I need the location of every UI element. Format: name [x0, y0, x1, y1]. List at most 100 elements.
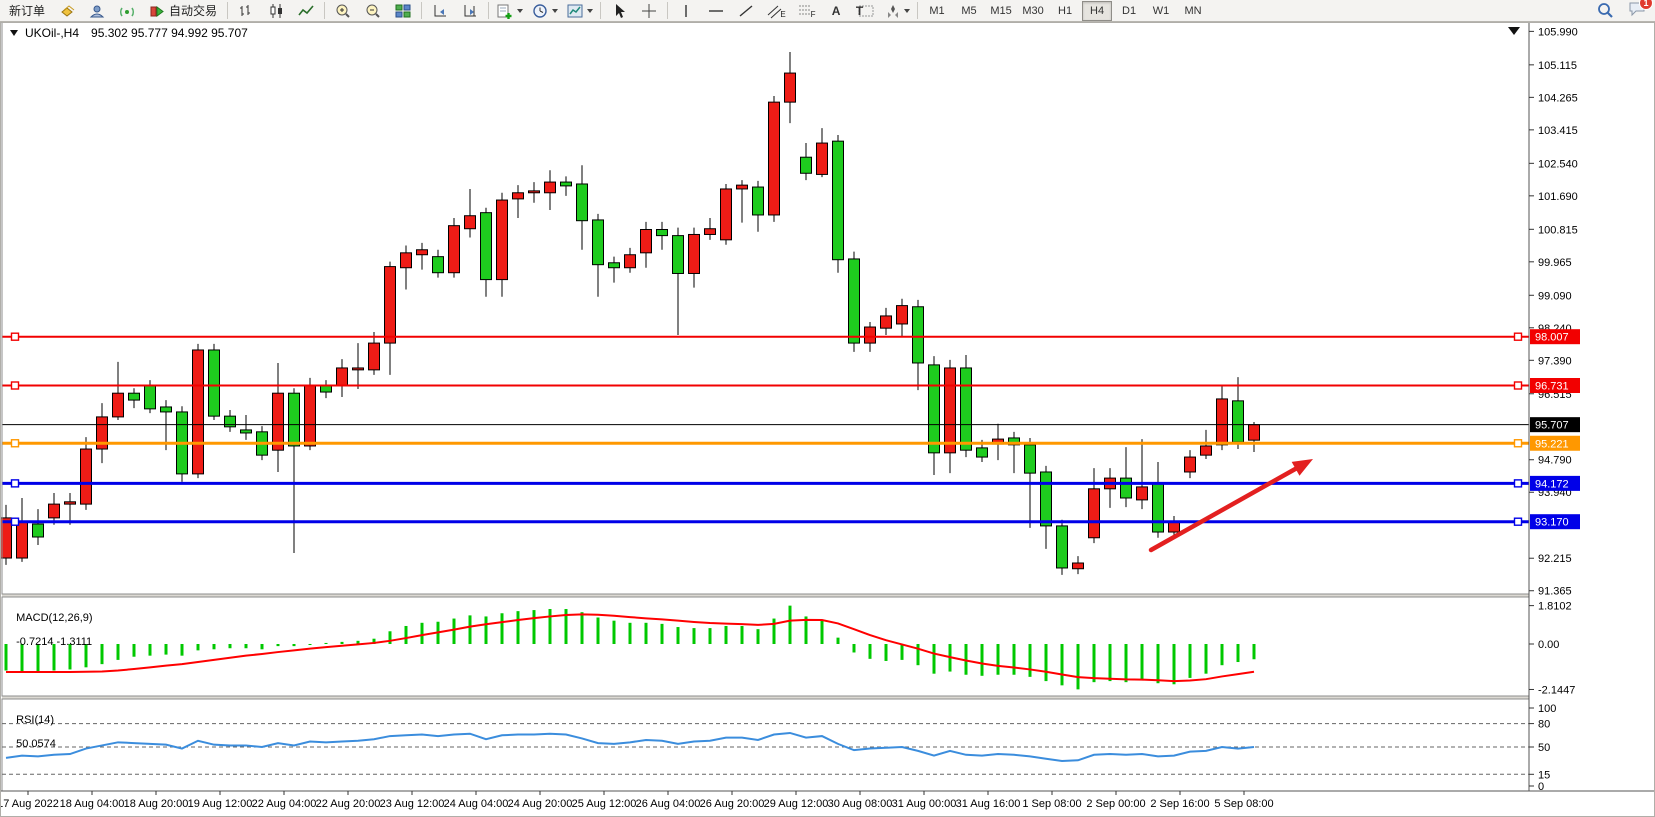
crosshair-button[interactable] — [634, 0, 664, 22]
macd-histogram-bar — [244, 644, 248, 649]
tf-button-M15[interactable]: M15 — [990, 4, 1012, 17]
macd-histogram-bar — [292, 644, 296, 647]
new-order-button[interactable]: 新订单 — [2, 1, 52, 21]
price-scale-label: 94.790 — [1538, 455, 1572, 467]
price-line-handle[interactable] — [1513, 479, 1523, 488]
toolbar-separator — [324, 2, 326, 19]
macd-histogram-bar — [100, 644, 104, 665]
candle-up — [352, 367, 364, 371]
macd-histogram-bar — [900, 644, 904, 660]
text-tool-button[interactable]: A — [831, 3, 841, 18]
line-chart-button[interactable] — [291, 0, 321, 22]
macd-histogram-bar — [468, 615, 472, 644]
chart-shift-marker-icon[interactable] — [1508, 27, 1520, 35]
candle-up — [736, 184, 748, 190]
search-button[interactable] — [1590, 0, 1620, 22]
price-line-handle[interactable] — [10, 479, 20, 488]
macd-histogram-bar — [372, 638, 376, 644]
label-tool-button[interactable]: T — [851, 0, 881, 22]
price-line-handle[interactable] — [1513, 517, 1523, 526]
price-line-handle[interactable] — [1513, 381, 1523, 390]
tf-button-W1[interactable]: W1 — [1152, 4, 1170, 17]
macd-histogram-bar — [404, 625, 408, 644]
tf-button-M30[interactable]: M30 — [1022, 4, 1044, 17]
tile-windows-button[interactable] — [388, 0, 418, 22]
tf-button-M1[interactable]: M1 — [929, 4, 945, 17]
candle-down — [32, 523, 44, 538]
auto-trading-button[interactable]: 自动交易 — [142, 0, 224, 22]
price-line-handle[interactable] — [10, 381, 20, 390]
candle-up — [400, 252, 412, 269]
candle-up — [768, 101, 780, 216]
tf-button-D1[interactable]: D1 — [1122, 4, 1137, 17]
macd-histogram-bar — [132, 644, 136, 657]
candle-down — [1024, 444, 1036, 474]
macd-histogram-bar — [660, 623, 664, 644]
tf-button-H1[interactable]: H1 — [1058, 4, 1073, 17]
candle-up — [448, 225, 460, 274]
arrange-chart2-button[interactable] — [455, 0, 485, 22]
candle-up — [784, 72, 796, 103]
price-scale-label: 105.115 — [1538, 60, 1577, 72]
macd-histogram-bar — [772, 618, 776, 644]
trendline-button[interactable] — [731, 0, 761, 22]
time-scale-label: 31 Aug 00:00 — [892, 798, 957, 810]
price-line-handle[interactable] — [10, 439, 20, 448]
trend-arrow-head[interactable] — [1291, 459, 1313, 476]
hline-button[interactable] — [701, 0, 731, 22]
bar-chart-button[interactable] — [231, 0, 261, 22]
price-badge-94.172 — [1530, 475, 1580, 491]
chart-collapse-icon[interactable] — [10, 30, 18, 36]
accounts-button[interactable] — [82, 0, 112, 22]
price-line-handle[interactable] — [1513, 332, 1523, 341]
candle-chart-button[interactable] — [261, 0, 291, 22]
price-badge-95.707 — [1530, 417, 1580, 433]
arrange-chart-button[interactable] — [425, 0, 455, 22]
dropdown-caret-icon — [587, 8, 594, 13]
price-line-handle[interactable] — [10, 517, 20, 526]
tf-button-H4[interactable]: H4 — [1082, 0, 1113, 21]
signals-button[interactable] — [112, 0, 142, 22]
candle-down — [288, 392, 300, 447]
cursor-button[interactable] — [604, 0, 634, 22]
candle-up — [336, 367, 348, 386]
toolbar-separator — [227, 2, 229, 19]
fibonacci-button[interactable]: F — [791, 0, 821, 22]
macd-histogram-bar — [116, 644, 120, 660]
notifications-button[interactable]: 1 — [1628, 0, 1653, 22]
shapes-button[interactable] — [881, 0, 914, 22]
indicators-button[interactable] — [492, 0, 527, 22]
tf-button-M5[interactable]: M5 — [961, 4, 977, 17]
macd-histogram-bar — [788, 605, 792, 644]
price-line-handle[interactable] — [10, 332, 20, 341]
rsi-indicator-label: RSI(14) 50.0574 — [16, 714, 56, 750]
macd-histogram-bar — [580, 612, 584, 644]
candle-down — [320, 385, 332, 393]
periods-button[interactable] — [527, 0, 562, 22]
candle-down — [144, 385, 156, 410]
time-scale-label: 19 Aug 12:00 — [188, 798, 253, 810]
panel-splitter[interactable] — [2, 594, 1529, 597]
trend-arrow-line[interactable] — [1148, 463, 1304, 553]
gold-chart-icon-button[interactable] — [52, 0, 82, 22]
price-line-handle[interactable] — [1513, 439, 1523, 448]
toolbar-separator — [600, 2, 602, 19]
time-scale-label: 24 Aug 04:00 — [444, 798, 509, 810]
price-badge-label: 93.170 — [1535, 517, 1569, 529]
panel-splitter[interactable] — [2, 696, 1529, 699]
template-button[interactable] — [562, 0, 597, 22]
macd-histogram-bar — [1252, 644, 1256, 660]
tf-button-MN[interactable]: MN — [1184, 4, 1202, 17]
zoom-out-button[interactable] — [358, 0, 388, 22]
channel-button[interactable]: E — [761, 0, 791, 22]
time-scale-label: 1 Sep 08:00 — [1022, 798, 1081, 810]
zoom-in-button[interactable] — [328, 0, 358, 22]
candle-up — [1072, 562, 1084, 570]
time-scale-label: 22 Aug 20:00 — [316, 798, 381, 810]
vline-button[interactable] — [671, 0, 701, 22]
chart-ohlc-values: 95.302 95.777 94.992 95.707 — [91, 26, 248, 40]
candle-up — [64, 501, 76, 505]
macd-histogram-bar — [1012, 644, 1016, 675]
time-scale-label: 24 Aug 20:00 — [508, 798, 573, 810]
